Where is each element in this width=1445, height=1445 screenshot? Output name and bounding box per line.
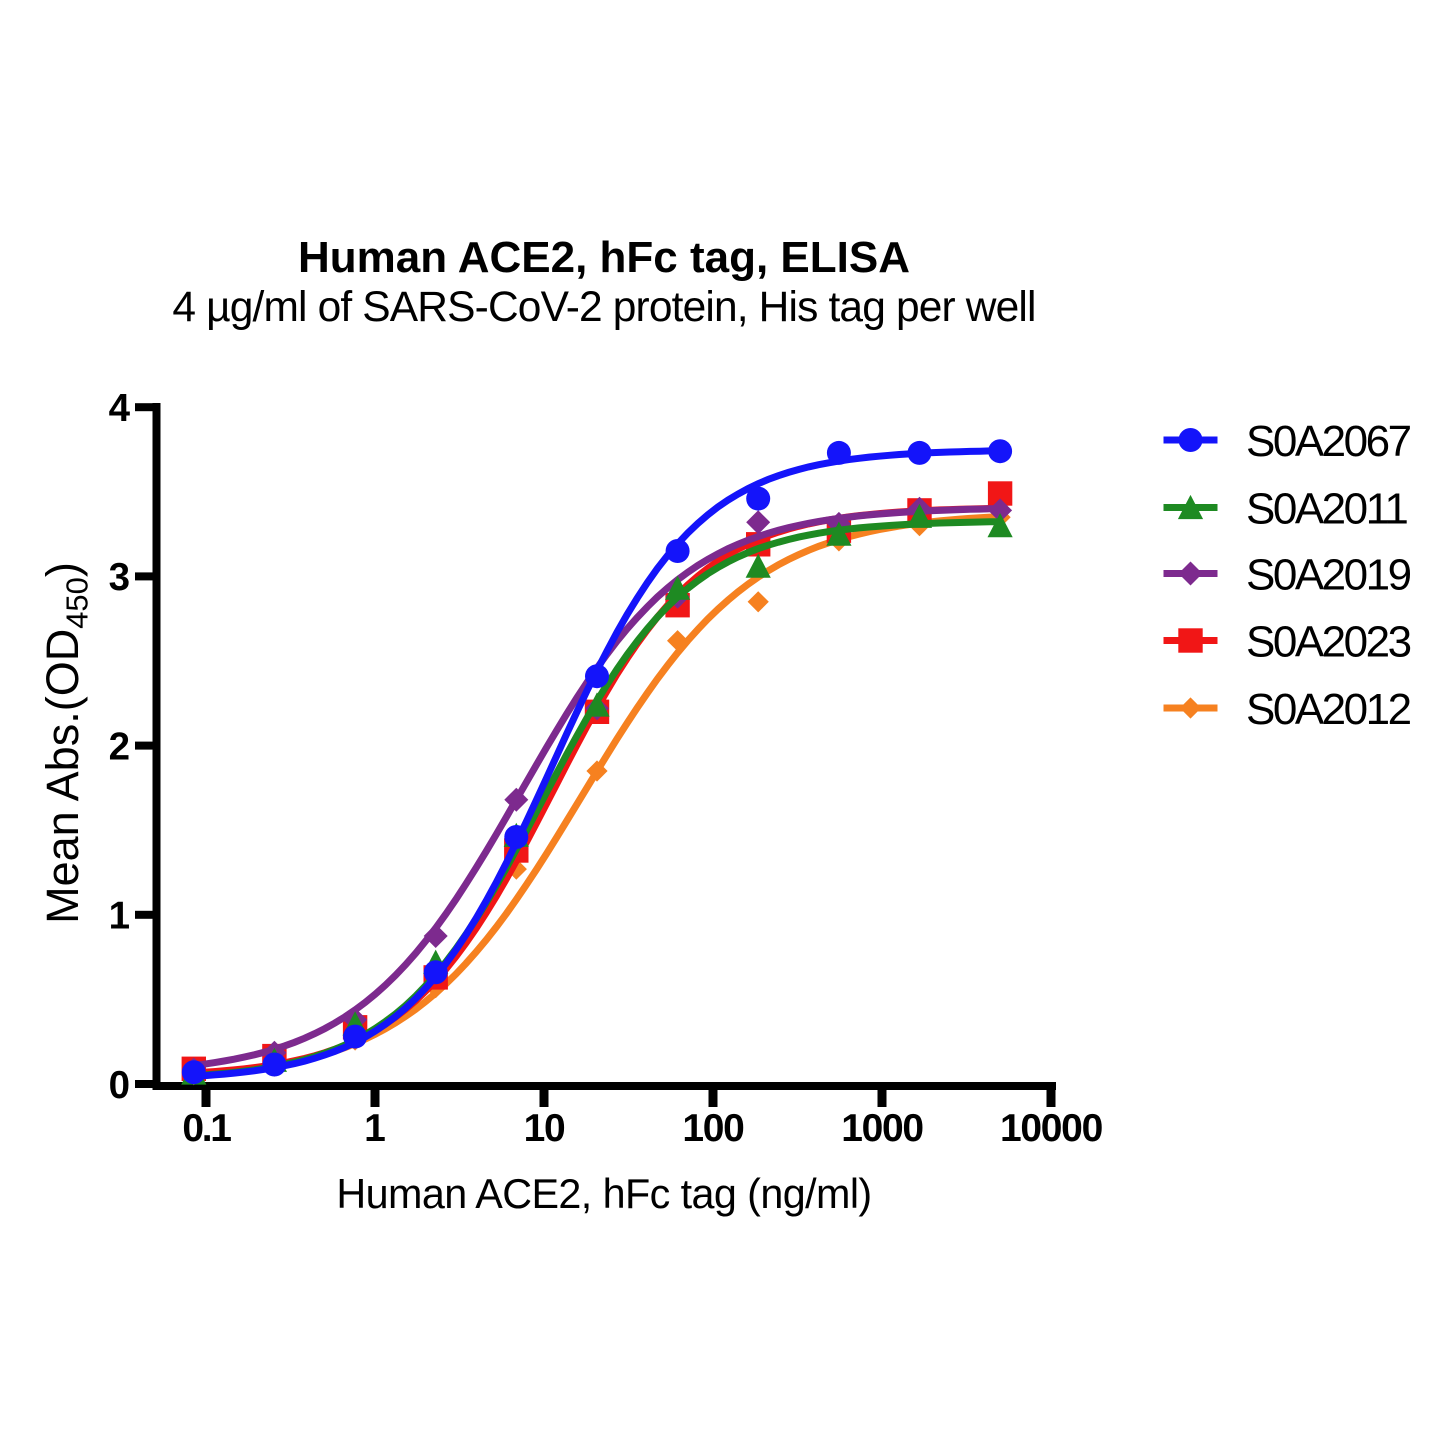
svg-text:10000: 10000 [1000, 1107, 1103, 1150]
svg-text:0: 0 [109, 1064, 130, 1107]
svg-text:0.1: 0.1 [182, 1107, 231, 1150]
svg-text:4: 4 [109, 387, 131, 430]
svg-text:4 µg/ml of SARS-CoV-2 protein,: 4 µg/ml of SARS-CoV-2 protein, His tag p… [172, 284, 1035, 331]
svg-text:S0A2019: S0A2019 [1246, 551, 1411, 600]
svg-text:S0A2012: S0A2012 [1246, 685, 1411, 734]
svg-text:Human ACE2, hFc tag (ng/ml): Human ACE2, hFc tag (ng/ml) [336, 1171, 871, 1217]
svg-text:Human ACE2, hFc tag, ELISA: Human ACE2, hFc tag, ELISA [298, 233, 910, 282]
svg-text:S0A2067: S0A2067 [1246, 417, 1411, 466]
svg-text:2: 2 [109, 725, 130, 768]
svg-text:S0A2011: S0A2011 [1246, 485, 1407, 534]
svg-text:1: 1 [364, 1107, 386, 1150]
svg-text:100: 100 [682, 1107, 744, 1150]
svg-text:1: 1 [109, 895, 130, 938]
svg-text:1000: 1000 [841, 1107, 923, 1150]
svg-text:S0A2023: S0A2023 [1246, 618, 1411, 667]
svg-text:10: 10 [524, 1107, 565, 1150]
svg-text:3: 3 [109, 556, 130, 599]
